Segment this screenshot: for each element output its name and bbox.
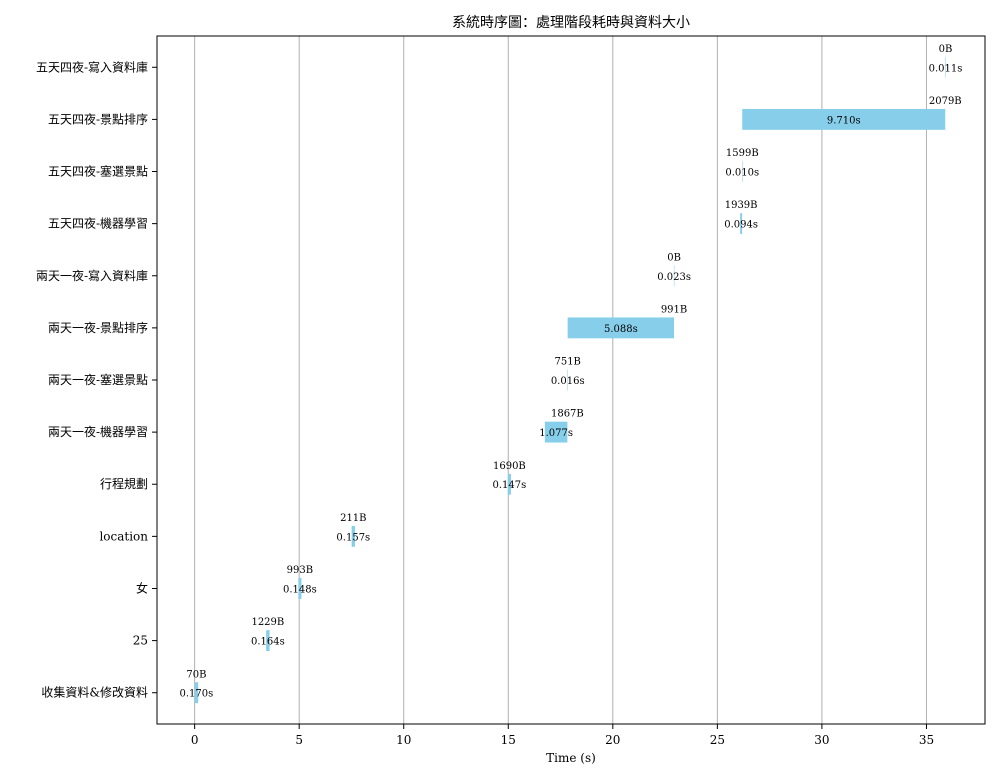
x-tick-label: 10 (396, 733, 411, 747)
data-labels: 0.170s 70B 0.164s 1229B 0.148s 993B 0.157s 211B… (180, 44, 963, 700)
duration-bar (266, 630, 270, 652)
duration-label: 0.011s (929, 63, 963, 74)
chart-title: 系統時序圖：處理階段耗時與資料大小 (452, 15, 690, 31)
duration-label: 0.016s (551, 376, 585, 387)
x-tick-label: 5 (295, 733, 303, 747)
duration-bar (194, 682, 199, 704)
bars (194, 56, 946, 704)
duration-label: 0.157s (336, 532, 370, 543)
size-label: 991B (661, 304, 687, 315)
duration-bar (740, 213, 743, 235)
duration-bar (507, 473, 511, 495)
duration-bar (298, 578, 302, 599)
duration-bar (567, 317, 675, 339)
gridlines (194, 36, 927, 724)
duration-label: 0.147s (493, 480, 527, 491)
duration-label: 0.148s (283, 584, 317, 595)
duration-label: 0.164s (251, 637, 285, 648)
duration-bar (742, 161, 743, 182)
duration-label: 0.170s (180, 689, 214, 700)
y-tick-label: 收集資料&修改資料 (41, 685, 148, 700)
x-tick-label: 20 (605, 733, 620, 747)
y-tick-label: 女 (136, 580, 148, 595)
duration-bar (544, 421, 568, 443)
size-label: 0B (667, 252, 681, 263)
y-tick-label: 兩天一夜-塞選景點 (48, 372, 148, 387)
x-tick-label: 0 (191, 733, 199, 747)
size-label: 211B (340, 513, 366, 524)
duration-bar (945, 56, 946, 78)
size-label: 751B (554, 357, 580, 368)
x-tick-label: 25 (710, 733, 725, 747)
size-label: 2079B (929, 96, 962, 107)
size-label: 1229B (251, 617, 284, 628)
size-label: 70B (186, 669, 206, 680)
y-tick-label: 五天四夜-寫入資料庫 (36, 59, 148, 74)
y-tick-label: 行程規劃 (100, 476, 148, 491)
duration-label: 0.010s (725, 168, 759, 179)
duration-bar (742, 108, 946, 130)
duration-label: 5.088s (604, 324, 638, 335)
size-label: 1690B (493, 461, 526, 472)
size-label: 1867B (551, 409, 584, 420)
y-tick-label: 兩天一夜-機器學習 (48, 424, 148, 439)
size-label: 1599B (726, 148, 759, 159)
x-tick-label: 30 (814, 733, 829, 747)
duration-label: 0.023s (657, 272, 691, 283)
y-axis-ticks: 收集資料&修改資料 25 女 location 行程規劃 兩天一夜-機器學習兩天一夜-塞選… (36, 59, 157, 700)
duration-label: 0.094s (724, 220, 758, 231)
y-tick-label: 五天四夜-塞選景點 (48, 164, 148, 179)
size-label: 1939B (725, 200, 758, 211)
duration-bar (351, 525, 355, 547)
y-tick-label: 五天四夜-景點排序 (48, 111, 148, 126)
x-tick-label: 15 (501, 733, 516, 747)
y-tick-label: 兩天一夜-景點排序 (48, 320, 148, 335)
x-tick-label: 35 (919, 733, 934, 747)
duration-label: 9.710s (827, 115, 861, 126)
y-tick-label: 兩天一夜-寫入資料庫 (36, 268, 148, 283)
y-tick-label: 25 (133, 634, 148, 648)
x-axis-ticks: 0 5 10 15 20 25 30 35 (191, 724, 934, 747)
duration-label: 1.077s (539, 428, 573, 439)
duration-bar (673, 265, 675, 287)
y-tick-label: location (99, 529, 148, 543)
y-tick-label: 五天四夜-機器學習 (48, 216, 148, 231)
size-label: 993B (287, 565, 313, 576)
x-axis-label: Time (s) (546, 751, 596, 765)
size-label: 0B (939, 44, 953, 55)
duration-bar (567, 369, 568, 391)
